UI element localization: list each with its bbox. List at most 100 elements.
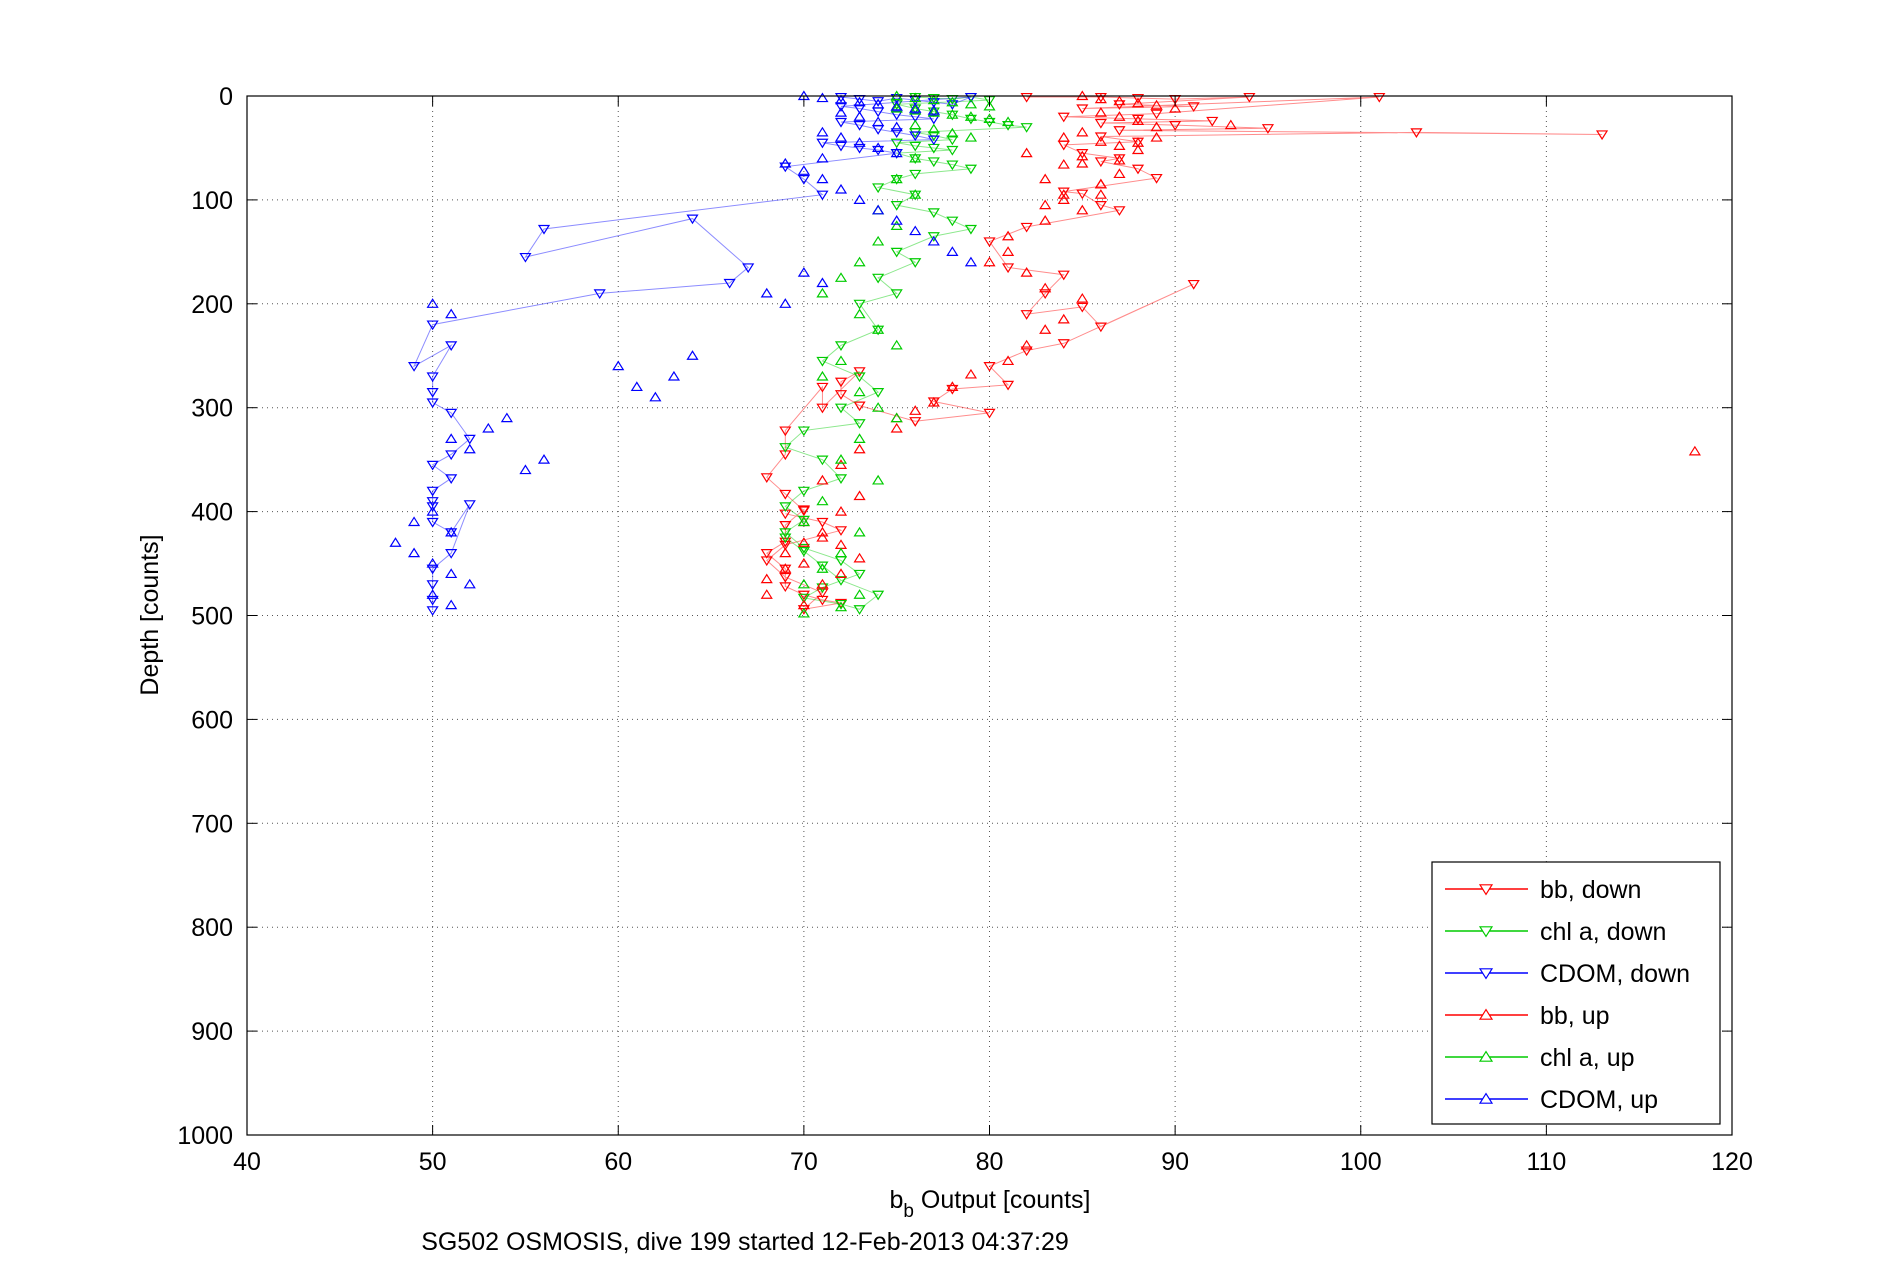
data-point xyxy=(872,183,885,194)
data-point xyxy=(1076,302,1089,313)
data-point xyxy=(630,381,643,392)
data-point xyxy=(686,214,699,225)
data-point xyxy=(927,106,940,117)
data-point xyxy=(946,135,959,146)
data-point xyxy=(1039,289,1052,300)
x-axis-label-rest: Output [counts] xyxy=(914,1186,1091,1214)
data-point xyxy=(1001,230,1015,241)
data-point xyxy=(742,263,755,274)
data-point xyxy=(834,601,848,612)
data-point xyxy=(1261,124,1275,134)
data-point xyxy=(983,100,996,111)
data-point xyxy=(816,474,829,485)
data-point xyxy=(890,147,903,158)
data-point xyxy=(853,143,866,154)
data-point xyxy=(964,98,978,109)
data-point xyxy=(1131,137,1145,147)
legend-marker xyxy=(1478,926,1494,938)
data-point xyxy=(426,505,439,516)
data-point xyxy=(1113,95,1126,106)
data-point xyxy=(983,237,996,248)
legend-entry: chl a, up xyxy=(1445,1044,1635,1072)
data-point xyxy=(1020,222,1033,233)
data-point xyxy=(686,350,699,360)
data-point xyxy=(389,537,402,547)
data-point xyxy=(816,92,829,103)
legend-entry: bb, up xyxy=(1445,1002,1610,1030)
y-tick-label: 900 xyxy=(191,1018,233,1046)
data-point xyxy=(1020,346,1033,357)
legend: bb, down chl a, down CDOM, down bb, up chl a… xyxy=(1431,861,1721,1125)
data-point xyxy=(797,607,810,618)
data-point xyxy=(909,92,922,103)
data-point xyxy=(426,580,439,590)
data-point xyxy=(946,145,959,156)
data-point xyxy=(426,398,439,409)
data-point xyxy=(779,563,792,573)
data-point xyxy=(1206,116,1219,127)
data-point xyxy=(1020,310,1033,320)
data-point xyxy=(890,220,903,230)
legend-label: bb, up xyxy=(1540,1002,1610,1030)
data-point xyxy=(909,112,922,123)
data-point xyxy=(853,401,866,412)
data-point xyxy=(816,588,829,599)
data-point xyxy=(890,102,903,113)
data-point xyxy=(964,256,978,267)
data-point xyxy=(853,569,866,580)
x-tick-label: 50 xyxy=(419,1148,447,1176)
data-point xyxy=(426,606,439,616)
x-tick-label: 110 xyxy=(1526,1148,1566,1176)
legend-marker xyxy=(1478,1050,1494,1062)
data-point xyxy=(816,578,829,589)
data-point xyxy=(853,433,866,443)
data-point xyxy=(1057,187,1070,198)
data-point xyxy=(797,557,810,568)
legend-entry: CDOM, up xyxy=(1445,1086,1658,1114)
data-point xyxy=(872,97,885,107)
data-point xyxy=(816,152,829,163)
legend-label: CDOM, up xyxy=(1540,1086,1658,1114)
data-point xyxy=(426,388,439,398)
data-point xyxy=(853,256,866,267)
data-point xyxy=(1150,99,1163,110)
data-point xyxy=(816,370,829,381)
data-point xyxy=(445,341,458,351)
data-point xyxy=(779,537,792,548)
data-point xyxy=(1150,109,1163,120)
data-point xyxy=(1094,322,1107,333)
data-point xyxy=(853,386,866,397)
data-point xyxy=(1020,92,1033,103)
data-point xyxy=(909,405,922,415)
data-point xyxy=(890,422,903,433)
data-point xyxy=(1001,263,1015,274)
data-point xyxy=(872,142,885,153)
data-point xyxy=(983,408,996,419)
data-point xyxy=(834,576,848,586)
data-point xyxy=(593,289,606,300)
legend-marker xyxy=(1478,1092,1494,1104)
data-point xyxy=(890,93,903,104)
data-point xyxy=(779,443,792,453)
data-point xyxy=(445,408,458,419)
data-point xyxy=(964,131,978,142)
data-point xyxy=(816,455,829,466)
data-point xyxy=(964,114,978,125)
data-point xyxy=(1094,189,1107,199)
data-point xyxy=(890,247,903,258)
legend-entry: CDOM, down xyxy=(1445,960,1690,988)
data-point xyxy=(946,127,959,138)
data-point xyxy=(445,450,458,461)
data-point xyxy=(853,194,866,204)
data-point xyxy=(760,473,773,483)
data-point xyxy=(1131,115,1145,126)
data-point xyxy=(853,96,866,107)
data-point xyxy=(463,500,476,510)
data-point xyxy=(834,454,848,464)
data-point xyxy=(1057,270,1070,281)
legend-entry: chl a, down xyxy=(1445,918,1666,946)
y-tick-label: 300 xyxy=(191,395,233,423)
data-point xyxy=(760,556,773,567)
y-tick-label: 0 xyxy=(219,83,233,111)
